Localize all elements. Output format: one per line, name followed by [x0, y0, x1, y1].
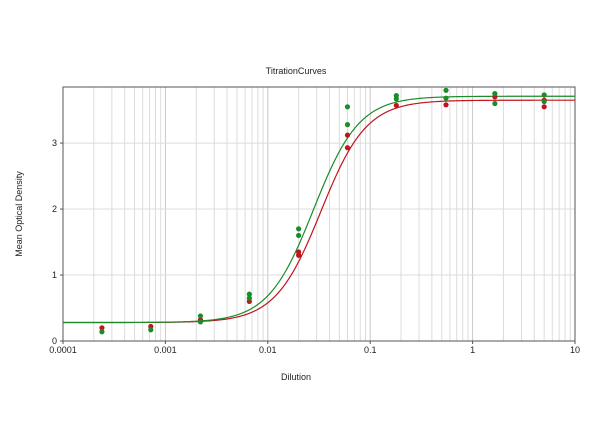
data-point [541, 92, 547, 98]
x-tick-label: 1 [470, 345, 475, 355]
data-point [443, 95, 449, 101]
data-point [197, 319, 204, 325]
data-point [492, 100, 498, 107]
y-tick-labels: 0 1 2 3 [52, 138, 63, 346]
data-point [541, 98, 547, 105]
data-point [443, 87, 449, 93]
data-point [148, 327, 154, 333]
data-point [492, 91, 498, 97]
data-point [99, 329, 105, 335]
data-points [99, 87, 547, 335]
data-point [99, 325, 105, 331]
x-tick-label: 0.001 [154, 345, 177, 355]
y-tick-label: 2 [52, 204, 57, 214]
data-point [393, 102, 399, 109]
chart-title: TitrationCurves [266, 66, 327, 76]
data-point [344, 122, 351, 128]
data-point [541, 104, 547, 110]
fit-curve [63, 99, 575, 324]
data-point [344, 132, 351, 138]
x-tick-label: 0.1 [364, 345, 377, 355]
plot-frame [62, 86, 576, 342]
y-tick-label: 1 [52, 270, 57, 280]
data-point [296, 252, 302, 258]
data-point [296, 226, 302, 232]
fit-curve [63, 95, 575, 324]
data-point [197, 313, 204, 319]
data-point [344, 104, 351, 110]
grid [63, 87, 575, 341]
y-axis-label: Mean Optical Density [14, 171, 24, 257]
y-tick-label: 3 [52, 138, 57, 148]
x-axis-label: Dilution [281, 372, 311, 382]
data-point [393, 96, 399, 102]
fitted-curves [63, 95, 575, 324]
data-point [246, 291, 252, 297]
y-tick-label: 0 [52, 336, 57, 346]
x-tick-label: 0.0001 [49, 345, 77, 355]
data-point [296, 232, 302, 239]
x-tick-label: 10 [570, 345, 580, 355]
data-point [443, 102, 449, 108]
x-tick-label: 0.01 [259, 345, 277, 355]
data-point [344, 145, 351, 151]
data-point [246, 295, 252, 301]
x-tick-labels: 0.0001 0.001 0.01 0.1 1 10 [49, 341, 580, 355]
